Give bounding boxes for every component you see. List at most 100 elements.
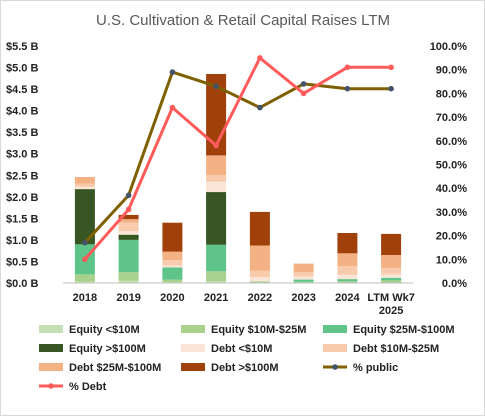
point-public-2024 (345, 86, 351, 92)
y-tick-label: $1.0 B (6, 235, 38, 247)
bar-debt-10m-ltm-wk7-2025 (381, 274, 401, 277)
bar-debt-10m-25m-2022 (250, 271, 270, 278)
bar-equity-10m-25m-2021 (206, 271, 226, 281)
bar-equity-10m-25m-2020 (162, 280, 182, 283)
point-debt-2018 (82, 257, 88, 263)
y-tick-label: $2.0 B (6, 192, 38, 204)
y-tick-label: $5.5 B (6, 41, 38, 53)
x-tick-label: 2022 (248, 292, 272, 304)
legend-swatch (323, 344, 347, 352)
x-tick-label: 2023 (291, 292, 315, 304)
legend-item-debt-25m-100m: Debt $25M-$100M (39, 362, 161, 374)
bar-debt-100m-2024 (337, 233, 357, 253)
bar-debt-10m-2023 (294, 277, 314, 280)
point-public-ltm-wk7-2025 (388, 86, 394, 92)
bar-equity-10m-25m-2018 (75, 274, 95, 281)
bar-debt-25m-100m-2022 (250, 246, 270, 271)
bar-equity-10m-25m-2019 (119, 272, 139, 281)
bar-equity-25m-100m-2019 (119, 240, 139, 272)
legend-swatch (39, 363, 63, 371)
point-public-2020 (170, 69, 176, 75)
point-debt-2023 (301, 91, 307, 97)
point-public-2023 (301, 81, 307, 87)
y2-tick-label: 90.0% (436, 65, 467, 77)
point-public-2019 (126, 193, 132, 199)
y-tick-label: $0.5 B (6, 257, 38, 269)
x-tick-label: 2021 (204, 292, 228, 304)
point-debt-ltm-wk7-2025 (388, 65, 394, 71)
bar-equity-100m-2019 (119, 235, 139, 240)
legend-swatch (39, 344, 63, 352)
bar-equity-10m-25m-2022 (250, 281, 270, 282)
bar-debt-10m-2021 (206, 182, 226, 192)
y-axis-right: 0.0%10.0%20.0%30.0%40.0%50.0%60.0%70.0%8… (430, 41, 468, 290)
bar-equity-100m-2021 (206, 192, 226, 245)
legend-label: Equity >$100M (69, 343, 146, 355)
y2-tick-label: 40.0% (436, 183, 467, 195)
bar-debt-25m-100m-2020 (162, 252, 182, 261)
bar-debt-10m-2018 (75, 187, 95, 189)
point-debt-2022 (257, 55, 263, 61)
x-tick-label: 2018 (73, 292, 97, 304)
y-tick-label: $0.0 B (6, 278, 38, 290)
y-tick-label: $3.0 B (6, 149, 38, 161)
y-tick-label: $1.5 B (6, 213, 38, 225)
bar-debt-100m-2020 (162, 223, 182, 252)
y2-tick-label: 50.0% (436, 160, 467, 172)
y2-tick-label: 10.0% (436, 254, 467, 266)
y-axis-left: $0.0 B$0.5 B$1.0 B$1.5 B$2.0 B$2.5 B$3.0… (6, 41, 38, 290)
bars-layer (75, 74, 401, 283)
bar-debt-10m-25m-2018 (75, 184, 95, 187)
bar-debt-25m-100m-2021 (206, 156, 226, 175)
bar-equity-10m-25m-ltm-wk7-2025 (381, 280, 401, 282)
point-debt-2020 (170, 105, 176, 111)
chart-title: U.S. Cultivation & Retail Capital Raises… (96, 12, 390, 29)
bar-equity-10m-25m-2024 (337, 281, 357, 282)
y2-tick-label: 80.0% (436, 88, 467, 100)
y2-tick-label: 0.0% (442, 278, 467, 290)
bar-debt-10m-2024 (337, 275, 357, 279)
legend-swatch (323, 325, 347, 333)
legend-swatch (181, 325, 205, 333)
point-public-2018 (82, 240, 88, 246)
bar-debt-100m-2022 (250, 212, 270, 246)
y-tick-label: $4.5 B (6, 84, 38, 96)
y2-tick-label: 100.0% (430, 41, 468, 53)
bar-debt-10m-25m-2020 (162, 260, 182, 265)
legend-label: Debt >$100M (211, 362, 279, 374)
bar-debt-100m-ltm-wk7-2025 (381, 234, 401, 255)
legend-item-debt-100m: Debt >$100M (181, 362, 279, 374)
legend-label: Equity $25M-$100M (353, 324, 454, 336)
y-tick-label: $4.0 B (6, 106, 38, 118)
bar-debt-10m-25m-2024 (337, 266, 357, 275)
y2-tick-label: 70.0% (436, 112, 467, 124)
bar-debt-10m-25m-2023 (294, 272, 314, 276)
bar-debt-10m-2022 (250, 277, 270, 281)
bar-equity-25m-100m-ltm-wk7-2025 (381, 278, 401, 281)
legend-swatch (39, 325, 63, 333)
y-tick-label: $5.0 B (6, 63, 38, 75)
legend-swatch (181, 363, 205, 371)
legend-item-public: % public (323, 362, 398, 374)
point-debt-2021 (213, 143, 219, 149)
x-tick-label: LTM Wk7 (367, 292, 414, 304)
legend-item-debt: % Debt (39, 381, 107, 393)
y2-tick-label: 20.0% (436, 231, 467, 243)
bar-equity-10m-25m-2023 (294, 282, 314, 283)
legend-label: Debt $25M-$100M (69, 362, 161, 374)
point-debt-2024 (345, 65, 351, 71)
bar-debt-10m-25m-ltm-wk7-2025 (381, 268, 401, 275)
bar-equity-25m-100m-2023 (294, 280, 314, 282)
legend-label: % Debt (69, 381, 107, 393)
bar-equity-25m-100m-2021 (206, 245, 226, 272)
legend-label: Equity $10M-$25M (211, 324, 306, 336)
legend-item-equity-10m: Equity <$10M (39, 324, 140, 336)
legend-label: Equity <$10M (69, 324, 140, 336)
x-tick-label: 2024 (335, 292, 360, 304)
legend-swatch (181, 344, 205, 352)
legend-marker (332, 364, 338, 370)
legend-item-equity-25m-100m: Equity $25M-$100M (323, 324, 454, 336)
legend-item-equity-10m-25m: Equity $10M-$25M (181, 324, 306, 336)
